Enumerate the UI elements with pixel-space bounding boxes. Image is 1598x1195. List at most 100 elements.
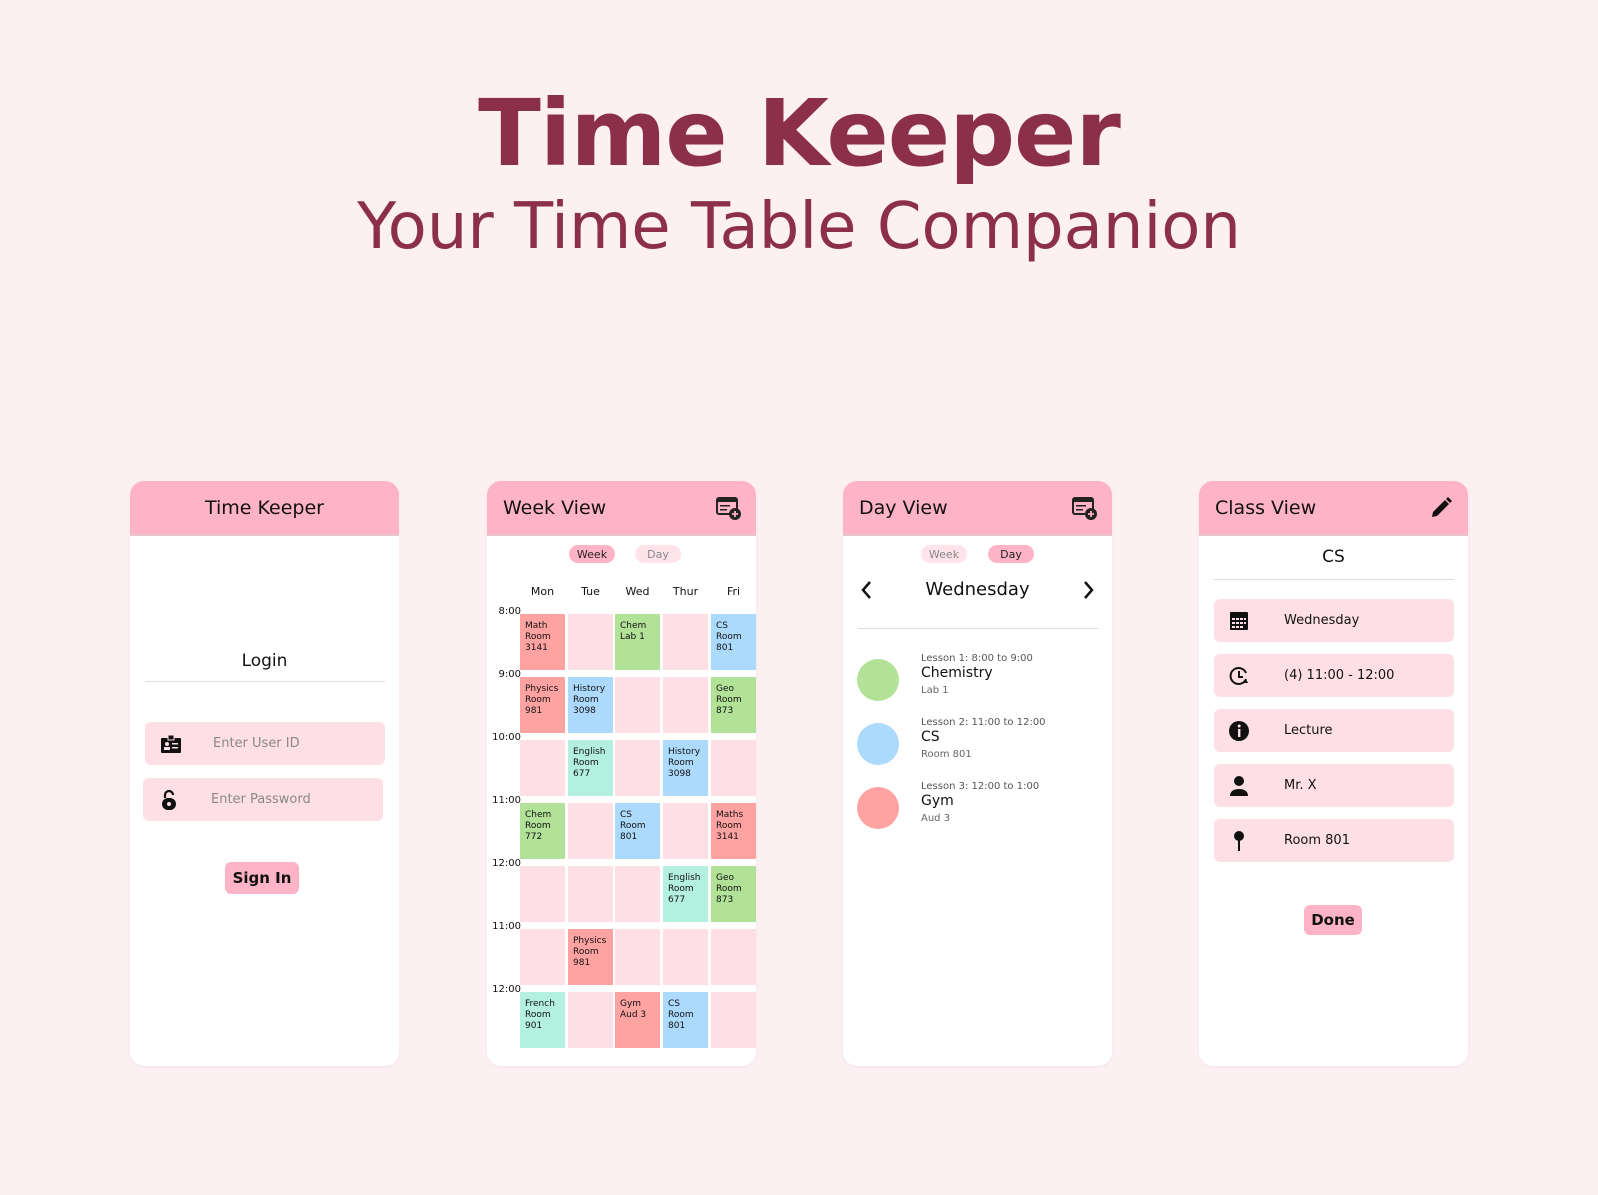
empty-cell[interactable] <box>663 677 708 733</box>
week-view-screen: Week View Week Day Mon Tue Wed Thur Fri 8:00 M… <box>487 481 756 1066</box>
class-day: Wednesday <box>1284 613 1360 628</box>
class-cell[interactable]: Physics Room 981 <box>568 929 613 985</box>
empty-cell[interactable] <box>615 929 660 985</box>
lesson-color-dot <box>857 659 899 701</box>
class-cell[interactable]: Math Room 3141 <box>520 614 565 670</box>
login-header-title: Time Keeper <box>205 496 324 519</box>
class-cell[interactable]: History Room 3098 <box>663 740 708 796</box>
password-input[interactable]: Enter Password <box>143 778 383 821</box>
class-cell[interactable]: Geo Room 873 <box>711 677 756 733</box>
class-cell[interactable]: French Room 901 <box>520 992 565 1048</box>
class-name: CS <box>1322 547 1345 567</box>
lock-icon <box>162 789 176 810</box>
class-cell[interactable]: Chem Room 772 <box>520 803 565 859</box>
empty-cell[interactable] <box>711 992 756 1048</box>
empty-cell[interactable] <box>568 614 613 670</box>
empty-cell[interactable] <box>711 740 756 796</box>
done-button[interactable]: Done <box>1304 905 1362 935</box>
class-header: Class View <box>1199 481 1468 536</box>
class-cell[interactable]: English Room 677 <box>663 866 708 922</box>
class-time-row[interactable]: (4) 11:00 - 12:00 <box>1214 654 1454 697</box>
id-card-icon <box>161 734 181 753</box>
empty-cell[interactable] <box>711 929 756 985</box>
empty-cell[interactable] <box>520 866 565 922</box>
empty-cell[interactable] <box>615 740 660 796</box>
time-label: 11:00 <box>492 921 521 932</box>
lesson-time: Lesson 2: 11:00 to 12:00 <box>921 717 1046 728</box>
hero-subtitle: Your Time Table Companion <box>357 190 1241 264</box>
day-header-3: Thur <box>672 585 699 598</box>
class-room-row[interactable]: Room 801 <box>1214 819 1454 862</box>
class-cell[interactable]: Chem Lab 1 <box>615 614 660 670</box>
map-pin-icon <box>1234 830 1244 851</box>
day-header-4: Fri <box>726 585 741 598</box>
tab-day[interactable]: Day <box>635 545 681 563</box>
calculator-calendar-icon <box>1230 611 1248 630</box>
lesson-time: Lesson 3: 12:00 to 1:00 <box>921 781 1040 792</box>
selected-day: Wednesday <box>925 579 1030 600</box>
class-cell[interactable]: CS Room 801 <box>663 992 708 1048</box>
class-time: (4) 11:00 - 12:00 <box>1284 668 1395 683</box>
empty-cell[interactable] <box>663 929 708 985</box>
empty-cell[interactable] <box>520 929 565 985</box>
class-header-title: Class View <box>1215 496 1317 519</box>
calendar-add-icon[interactable] <box>716 495 742 521</box>
empty-cell[interactable] <box>663 614 708 670</box>
sign-in-button[interactable]: Sign In <box>225 862 299 894</box>
empty-cell[interactable] <box>568 803 613 859</box>
tab-week[interactable]: Week <box>921 545 967 563</box>
class-cell[interactable]: Geo Room 873 <box>711 866 756 922</box>
day-header-0: Mon <box>530 585 555 598</box>
clock-repeat-icon <box>1229 666 1248 685</box>
class-teacher: Mr. X <box>1284 778 1317 793</box>
class-room: Room 801 <box>1284 833 1350 848</box>
lesson-name: CS <box>921 729 940 745</box>
time-label: 12:00 <box>492 984 521 995</box>
lesson-name: Gym <box>921 793 954 809</box>
time-label: 11:00 <box>492 795 521 806</box>
user-id-placeholder: Enter User ID <box>213 736 300 751</box>
lesson-color-dot <box>857 787 899 829</box>
empty-cell[interactable] <box>615 677 660 733</box>
empty-cell[interactable] <box>568 866 613 922</box>
login-screen: Time Keeper Login Enter User ID Enter Pa… <box>130 481 399 1066</box>
class-cell[interactable]: Gym Aud 3 <box>615 992 660 1048</box>
empty-cell[interactable] <box>568 992 613 1048</box>
hero-title: Time Keeper <box>478 80 1121 187</box>
empty-cell[interactable] <box>615 866 660 922</box>
day-header-1: Tue <box>581 585 600 598</box>
day-header-2: Wed <box>625 585 650 598</box>
week-header-title: Week View <box>503 496 607 519</box>
class-type-row[interactable]: Lecture <box>1214 709 1454 752</box>
tab-week[interactable]: Week <box>569 545 615 563</box>
user-id-input[interactable]: Enter User ID <box>145 722 385 765</box>
calendar-add-icon[interactable] <box>1072 495 1098 521</box>
time-label: 12:00 <box>492 858 521 869</box>
day-view-screen: Day View Week Day Wednesday Lesson 1: 8:… <box>843 481 1112 1066</box>
lesson-color-dot <box>857 723 899 765</box>
lesson-name: Chemistry <box>921 665 993 681</box>
empty-cell[interactable] <box>520 740 565 796</box>
chevron-right-icon[interactable] <box>1082 579 1096 601</box>
day-header-title: Day View <box>859 496 948 519</box>
info-icon <box>1229 720 1249 741</box>
class-cell[interactable]: CS Room 801 <box>615 803 660 859</box>
class-cell[interactable]: English Room 677 <box>568 740 613 796</box>
class-day-row[interactable]: Wednesday <box>1214 599 1454 642</box>
pencil-icon[interactable] <box>1428 495 1454 521</box>
lesson-time: Lesson 1: 8:00 to 9:00 <box>921 653 1033 664</box>
chevron-left-icon[interactable] <box>859 579 873 601</box>
class-cell[interactable]: Physics Room 981 <box>520 677 565 733</box>
class-type: Lecture <box>1284 723 1333 738</box>
class-cell[interactable]: History Room 3098 <box>568 677 613 733</box>
class-cell[interactable]: Maths Room 3141 <box>711 803 756 859</box>
week-header: Week View <box>487 481 756 536</box>
lesson-room: Lab 1 <box>921 685 949 696</box>
login-header: Time Keeper <box>130 481 399 536</box>
day-header: Day View <box>843 481 1112 536</box>
empty-cell[interactable] <box>663 803 708 859</box>
class-teacher-row[interactable]: Mr. X <box>1214 764 1454 807</box>
time-label: 10:00 <box>492 732 521 743</box>
tab-day[interactable]: Day <box>988 545 1034 563</box>
class-cell[interactable]: CS Room 801 <box>711 614 756 670</box>
